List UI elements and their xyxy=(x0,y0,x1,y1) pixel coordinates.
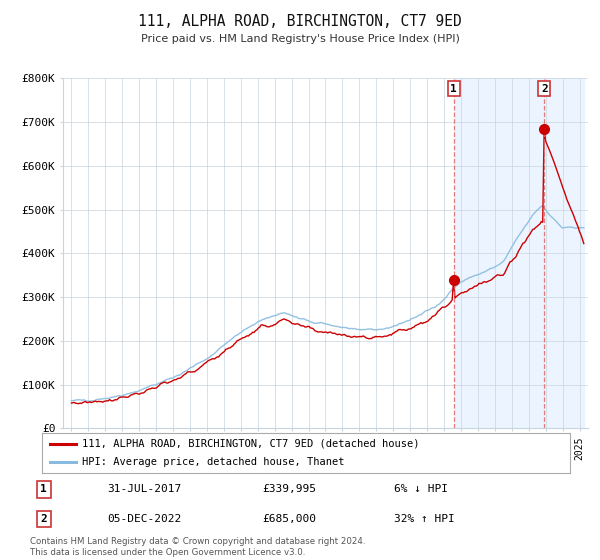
Text: 6% ↓ HPI: 6% ↓ HPI xyxy=(394,484,448,494)
Text: 1: 1 xyxy=(40,484,47,494)
Text: HPI: Average price, detached house, Thanet: HPI: Average price, detached house, Than… xyxy=(82,458,344,467)
Text: £339,995: £339,995 xyxy=(262,484,316,494)
Text: £685,000: £685,000 xyxy=(262,514,316,524)
Text: 05-DEC-2022: 05-DEC-2022 xyxy=(107,514,182,524)
Text: 2: 2 xyxy=(40,514,47,524)
Text: 1: 1 xyxy=(451,83,457,94)
Text: Contains HM Land Registry data © Crown copyright and database right 2024.
This d: Contains HM Land Registry data © Crown c… xyxy=(30,537,365,557)
Text: 111, ALPHA ROAD, BIRCHINGTON, CT7 9ED (detached house): 111, ALPHA ROAD, BIRCHINGTON, CT7 9ED (d… xyxy=(82,439,419,449)
Text: 111, ALPHA ROAD, BIRCHINGTON, CT7 9ED: 111, ALPHA ROAD, BIRCHINGTON, CT7 9ED xyxy=(138,14,462,29)
Text: 31-JUL-2017: 31-JUL-2017 xyxy=(107,484,182,494)
Text: 32% ↑ HPI: 32% ↑ HPI xyxy=(394,514,455,524)
Text: 2: 2 xyxy=(541,83,548,94)
Text: Price paid vs. HM Land Registry's House Price Index (HPI): Price paid vs. HM Land Registry's House … xyxy=(140,34,460,44)
